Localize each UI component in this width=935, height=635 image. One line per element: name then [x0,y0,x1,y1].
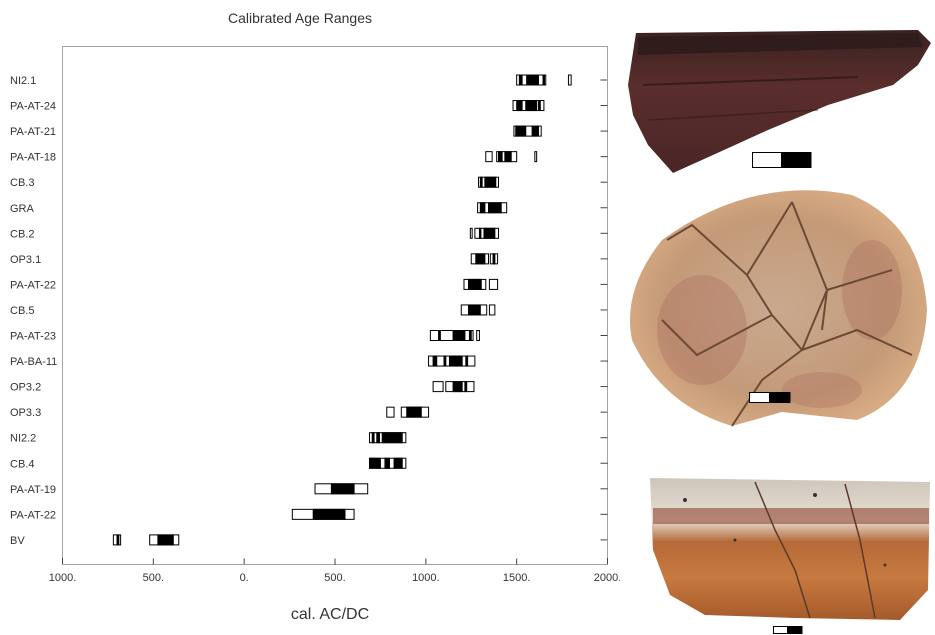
range-68-bar [157,534,174,546]
range-68-bar [330,483,355,495]
range-95-bar [567,74,572,86]
y-tick-label: PA-AT-18 [10,152,56,164]
range-95-bar [386,406,395,418]
y-axis-labels: NI2.1 PA-AT-24 PA-AT-21 PA-AT-18 CB.3 GRA CB.2… [10,75,57,547]
y-tick-label: OP3.3 [10,407,41,419]
range-95-bar [488,304,496,316]
y-tick-label: CB.4 [10,458,34,470]
range-68-bar [448,355,463,367]
range-68-bar [475,253,486,265]
range-68-bar [384,457,391,469]
scale-bar-2 [749,392,791,403]
y-tick-label: PA-AT-23 [10,331,56,343]
range-68-bar [492,253,496,265]
range-68-bar [526,74,539,86]
range-68-bar [452,381,463,393]
range-95-bar [432,381,444,393]
range-68-bar [468,330,472,341]
y-tick-label: NI2.2 [10,433,36,445]
range-68-bar [452,330,466,341]
y-tick-label: OP3.1 [10,254,41,266]
y-tick-label: NI2.1 [10,75,36,87]
y-tick-label: CB.5 [10,305,34,317]
axis-ticks [62,79,608,565]
range-95-bar [485,151,493,163]
range-68-bar [531,125,539,137]
x-tick-label: 1000. [49,572,77,584]
range-68-bar [479,176,483,188]
range-68-bar [443,355,447,367]
range-68-bar [468,304,481,316]
range-95-bar [476,330,480,341]
scale-bar-3 [773,626,803,634]
photo-plate [622,180,930,432]
scale-bar-1 [752,152,812,168]
range-68-bar [542,74,546,86]
x-tick-label: 2000. [594,572,620,584]
range-68-bar [116,534,120,546]
y-tick-label: PA-AT-24 [10,101,56,113]
range-68-bar [465,355,469,367]
y-tick-label: PA-AT-22 [10,509,56,521]
range-68-bar [438,330,441,341]
range-68-bar [464,381,468,393]
range-68-bar [488,202,502,214]
range-95-bar [429,330,474,341]
range-68-bar [393,457,403,469]
y-tick-label: PA-BA-11 [10,356,57,368]
range-68-bar [515,125,527,137]
x-tick-label: 500. [324,572,345,584]
range-68-bar [518,74,523,86]
range-68-bar [516,100,523,112]
chart-title: Calibrated Age Ranges [228,10,372,26]
y-tick-label: PA-AT-21 [10,126,56,138]
range-95-bar [469,227,473,239]
range-68-bar [478,227,482,239]
y-tick-label: CB.3 [10,177,34,189]
y-tick-label: PA-AT-19 [10,484,56,496]
range-68-bar [432,355,438,367]
y-tick-label: CB.2 [10,228,34,240]
range-68-bar [484,176,497,188]
x-tick-label: 0. [240,572,249,584]
x-tick-label: 500. [143,572,164,584]
range-bars [112,74,572,546]
x-tick-label: 1500. [503,572,531,584]
plot-frame [62,46,608,565]
range-68-bar [483,227,496,239]
x-tick-label: 1000. [412,572,440,584]
range-95-bar [488,278,499,290]
range-68-bar [376,432,381,444]
range-68-bar [525,100,538,112]
y-tick-label: OP3.2 [10,382,41,394]
age-range-chart: NI2.1 PA-AT-24 PA-AT-21 PA-AT-18 CB.3 GRA CB.2… [10,46,620,584]
y-tick-label: PA-AT-22 [10,279,56,291]
range-95-bar [534,151,538,163]
range-68-bar [504,151,512,163]
photo-bowl [645,470,935,625]
x-axis-label: cal. AC/DC [290,606,370,623]
y-tick-label: GRA [10,203,35,215]
range-68-bar [369,457,381,469]
range-68-bar [406,406,422,418]
x-axis-labels: 1000. 500. 0. 500. 1000. 1500. 2000. [49,572,620,584]
y-tick-label: BV [10,535,25,547]
range-68-bar [537,100,541,112]
photo-dark-sherd [618,25,935,175]
range-95-bar [513,125,542,137]
range-68-bar [498,151,503,163]
range-68-bar [312,508,346,520]
range-68-bar [479,202,486,214]
range-68-bar [468,278,482,290]
range-68-bar [381,432,403,444]
range-68-bar [371,432,375,444]
